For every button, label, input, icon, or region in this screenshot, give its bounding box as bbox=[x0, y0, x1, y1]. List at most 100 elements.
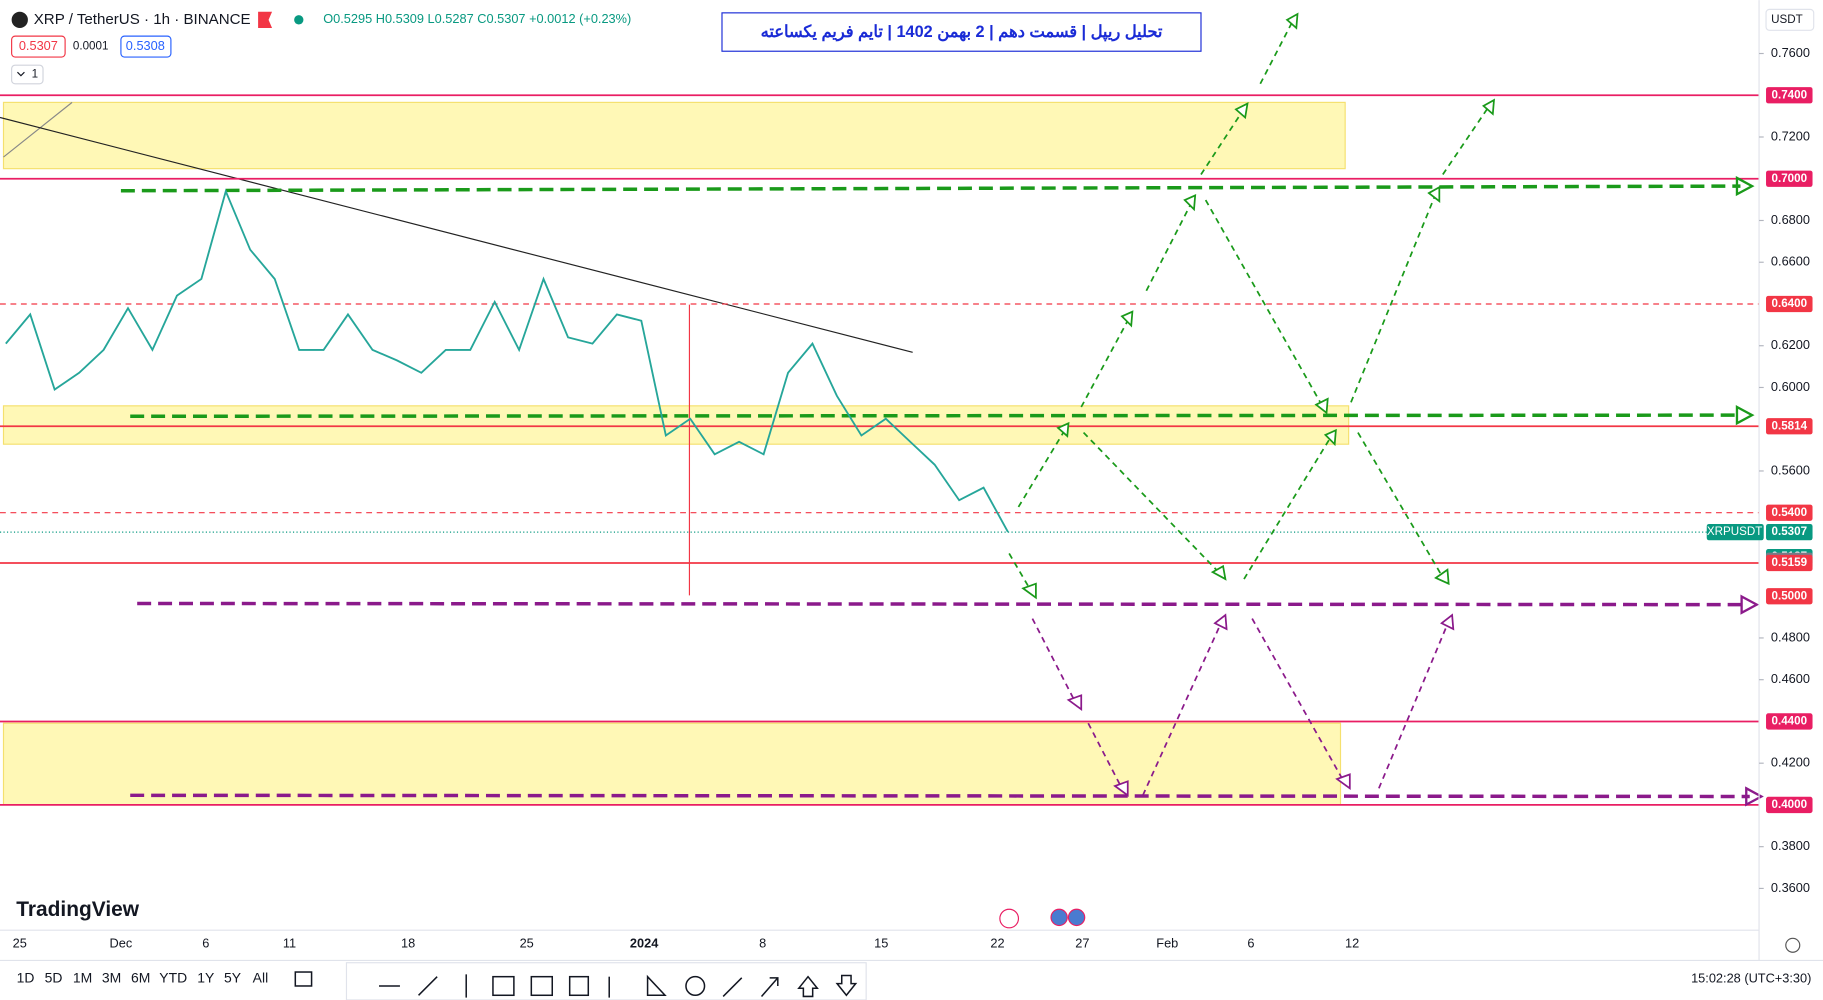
projection bbox=[1145, 199, 1194, 292]
tool[interactable] bbox=[530, 975, 554, 997]
timeframe[interactable]: 5D bbox=[45, 970, 63, 986]
price-line bbox=[5, 188, 1009, 533]
price-tag bbox=[1766, 554, 1813, 572]
quantity[interactable]: 1 bbox=[32, 68, 38, 81]
x-tick-label: 6 bbox=[1247, 935, 1254, 950]
title-box bbox=[721, 12, 1202, 52]
arrow-head bbox=[1314, 397, 1329, 415]
symbol-icon bbox=[11, 11, 28, 28]
arrow-head bbox=[1427, 185, 1441, 203]
timeframe[interactable]: 6M bbox=[131, 970, 150, 986]
price-tag bbox=[1766, 796, 1813, 814]
price-tag-label: 0.5814 bbox=[1772, 419, 1808, 432]
quantity-box[interactable] bbox=[11, 64, 44, 85]
y-tick-label: 0.4600 bbox=[1771, 671, 1810, 686]
buy-price[interactable]: 0.5308 bbox=[126, 38, 165, 53]
arrow-head bbox=[1323, 428, 1337, 447]
projection bbox=[1080, 315, 1131, 408]
tool[interactable] bbox=[722, 977, 743, 997]
price-tag bbox=[1766, 504, 1813, 521]
x-tick-label: 25 bbox=[520, 935, 534, 950]
event-icon[interactable] bbox=[1050, 908, 1068, 927]
arrow-head bbox=[1735, 176, 1755, 197]
tool[interactable] bbox=[418, 976, 438, 996]
timeframe[interactable]: 5Y bbox=[224, 970, 241, 986]
price-tag-label: 0.7000 bbox=[1772, 172, 1808, 185]
x-tick-label: 25 bbox=[13, 935, 27, 950]
arrow-head bbox=[1482, 98, 1495, 116]
projection bbox=[1142, 618, 1224, 796]
arrow-head bbox=[1183, 193, 1197, 212]
price-tag-label: 0.4000 bbox=[1772, 798, 1808, 811]
currency-button[interactable] bbox=[1765, 8, 1815, 31]
projection bbox=[1200, 106, 1246, 175]
tool[interactable] bbox=[568, 975, 590, 997]
spread: 0.0001 bbox=[73, 40, 109, 53]
sell-button[interactable] bbox=[11, 35, 66, 58]
timeframe[interactable]: 3M bbox=[102, 970, 121, 986]
symbol[interactable]: XRP / TetherUS · 1h · BINANCE bbox=[34, 11, 251, 28]
symbol-tag bbox=[1706, 523, 1764, 541]
x-tick-label: Feb bbox=[1156, 935, 1178, 950]
projection bbox=[1008, 553, 1035, 596]
price-tag bbox=[1766, 713, 1813, 730]
tool[interactable] bbox=[294, 971, 313, 987]
projection bbox=[1357, 432, 1446, 582]
brand: TradingView bbox=[16, 898, 140, 921]
arrow-head bbox=[1234, 101, 1249, 120]
guide-green bbox=[120, 184, 1741, 193]
arrow-head bbox=[1440, 613, 1455, 631]
tool[interactable] bbox=[835, 974, 858, 997]
arrow-head bbox=[1056, 421, 1070, 438]
x-tick-label: 12 bbox=[1345, 935, 1359, 950]
event-icon[interactable] bbox=[1067, 908, 1086, 927]
tool[interactable] bbox=[760, 977, 779, 997]
price-tag bbox=[1766, 418, 1813, 435]
price-tag bbox=[1766, 523, 1813, 541]
settings-icon[interactable] bbox=[1785, 937, 1801, 953]
projection bbox=[1259, 15, 1296, 85]
timeframe[interactable]: 1D bbox=[17, 970, 35, 986]
sell-price[interactable]: 0.5307 bbox=[19, 38, 58, 53]
title: تحلیل ریپل | قسمت دهم | 2 بهمن 1402 | تا… bbox=[761, 23, 1163, 42]
timeframe[interactable]: YTD bbox=[159, 970, 187, 986]
arrow-head bbox=[1285, 12, 1299, 30]
x-tick-label: 11 bbox=[283, 935, 296, 950]
zone bbox=[2, 101, 1346, 170]
y-tick-label: 0.6800 bbox=[1771, 212, 1810, 227]
x-tick-label: 2024 bbox=[630, 935, 659, 950]
timeframe[interactable]: 1Y bbox=[197, 970, 214, 986]
arrow-head bbox=[1210, 564, 1227, 581]
price-tag bbox=[1766, 87, 1813, 104]
projection bbox=[1350, 190, 1438, 403]
projection bbox=[1251, 618, 1348, 787]
high: H0.5309 bbox=[376, 11, 424, 26]
arrow-head bbox=[1335, 773, 1351, 791]
zone bbox=[2, 405, 1350, 445]
tool[interactable] bbox=[797, 975, 819, 998]
guide-green bbox=[130, 413, 1741, 419]
chevron bbox=[17, 71, 25, 77]
buy-button[interactable] bbox=[120, 35, 172, 58]
zone bbox=[2, 722, 1342, 806]
arrow-head bbox=[1735, 405, 1755, 426]
drawing-toolbar bbox=[345, 962, 867, 1000]
guide-purple bbox=[137, 601, 1744, 607]
y-tick-label: 0.4200 bbox=[1771, 755, 1810, 770]
timeframe[interactable]: All bbox=[253, 970, 269, 986]
tool[interactable] bbox=[646, 974, 667, 997]
price-tag-label: 0.7400 bbox=[1772, 88, 1808, 101]
timeframe[interactable]: 1M bbox=[73, 970, 92, 986]
x-tick-label: 8 bbox=[759, 935, 766, 950]
flag[interactable] bbox=[258, 11, 273, 28]
price-tag bbox=[1766, 170, 1813, 187]
price-tag-label: 0.5400 bbox=[1772, 506, 1808, 519]
currency[interactable]: USDT bbox=[1771, 13, 1803, 26]
event-icon[interactable] bbox=[999, 908, 1020, 929]
trend-line bbox=[0, 116, 913, 353]
arrow-head bbox=[1434, 568, 1450, 586]
tool[interactable] bbox=[492, 975, 515, 997]
tool[interactable] bbox=[685, 975, 706, 997]
y-tick-label: 0.7200 bbox=[1771, 128, 1810, 143]
